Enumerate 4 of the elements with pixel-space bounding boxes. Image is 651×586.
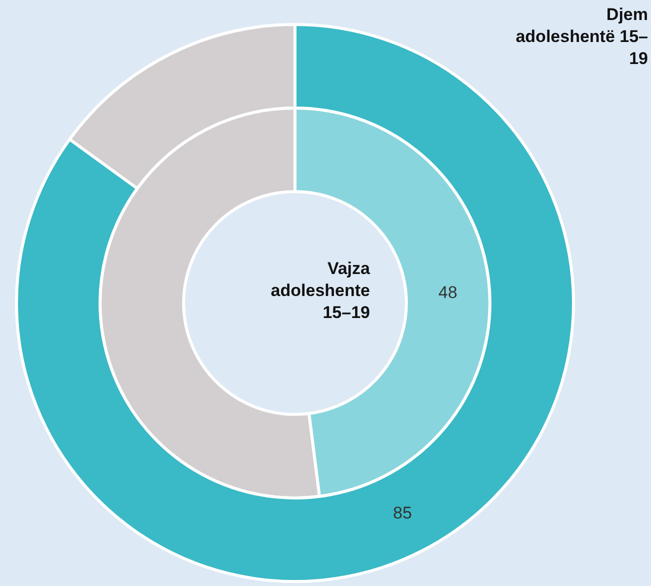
data-label: 48 [438,283,458,302]
data-label: 85 [393,504,412,523]
slice-label: Vajza adoleshente 15–19 [270,258,370,324]
slice-label: Djem adoleshentë 15–19 [514,4,648,70]
